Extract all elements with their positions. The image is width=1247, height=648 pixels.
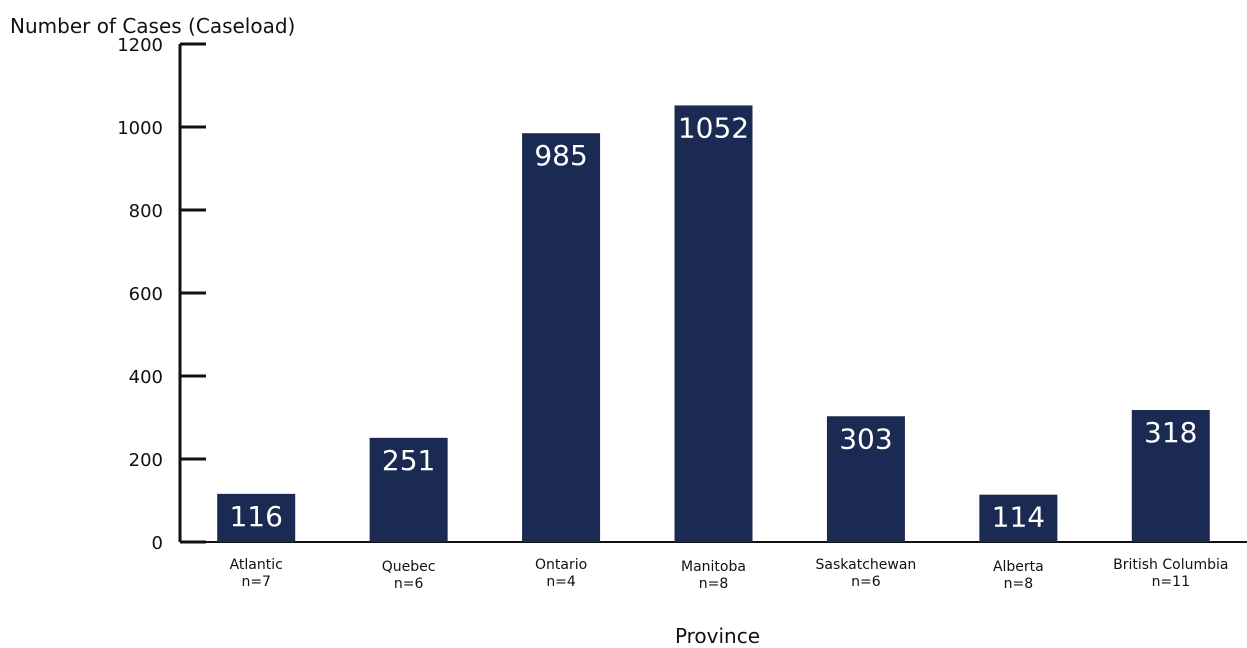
- bar: [674, 105, 753, 543]
- x-tick-label: Manitoba: [681, 559, 746, 575]
- bar-value-label: 318: [1144, 416, 1197, 449]
- y-tick-label: 1200: [117, 35, 163, 56]
- y-tick-label: 0: [152, 533, 163, 554]
- bar-value-label: 985: [534, 139, 587, 172]
- y-tick-label: 600: [129, 284, 163, 305]
- bars: 116 251 985 1052 303 114 318: [217, 105, 1210, 543]
- x-tick-label: Quebec: [382, 559, 436, 575]
- x-tick-label: Ontario: [535, 557, 587, 573]
- bar: [522, 133, 601, 542]
- bar-value-label: 251: [382, 444, 435, 477]
- bar-value-label: 116: [229, 500, 282, 533]
- y-tick-label: 1000: [117, 118, 163, 139]
- y-tick-label: 200: [129, 450, 163, 471]
- x-tick-label: Atlantic: [230, 557, 283, 573]
- x-tick-sample-size: n=11: [1152, 574, 1190, 590]
- bar: [1131, 410, 1210, 542]
- bar: [979, 494, 1058, 542]
- x-tick-sample-size: n=6: [851, 574, 881, 590]
- x-tick-label: British Columbia: [1113, 557, 1228, 573]
- x-tick-sample-size: n=8: [699, 576, 729, 592]
- y-axis-title: Number of Cases (Caseload): [10, 14, 296, 38]
- x-tick-label: Alberta: [993, 559, 1044, 575]
- bar-value-label: 1052: [678, 111, 749, 144]
- x-axis-ticks: Atlanticn=7Quebecn=6Ontarion=4Manitoban=…: [230, 557, 1229, 592]
- x-tick-sample-size: n=4: [546, 574, 576, 590]
- bar: [826, 416, 905, 542]
- bar-value-label: 114: [992, 501, 1045, 534]
- y-tick-label: 800: [129, 201, 163, 222]
- y-tick-label: 400: [129, 367, 163, 388]
- x-tick-label: Saskatchewan: [816, 557, 917, 573]
- y-axis-ticks: 0 200 400 600 800 1000 1200: [117, 35, 206, 554]
- x-tick-sample-size: n=7: [241, 574, 271, 590]
- x-tick-sample-size: n=6: [394, 576, 424, 592]
- x-tick-sample-size: n=8: [1004, 576, 1034, 592]
- x-axis-title: Province: [674, 624, 761, 648]
- bar-value-label: 303: [839, 422, 892, 455]
- bar: [217, 493, 296, 542]
- bar: [369, 437, 448, 542]
